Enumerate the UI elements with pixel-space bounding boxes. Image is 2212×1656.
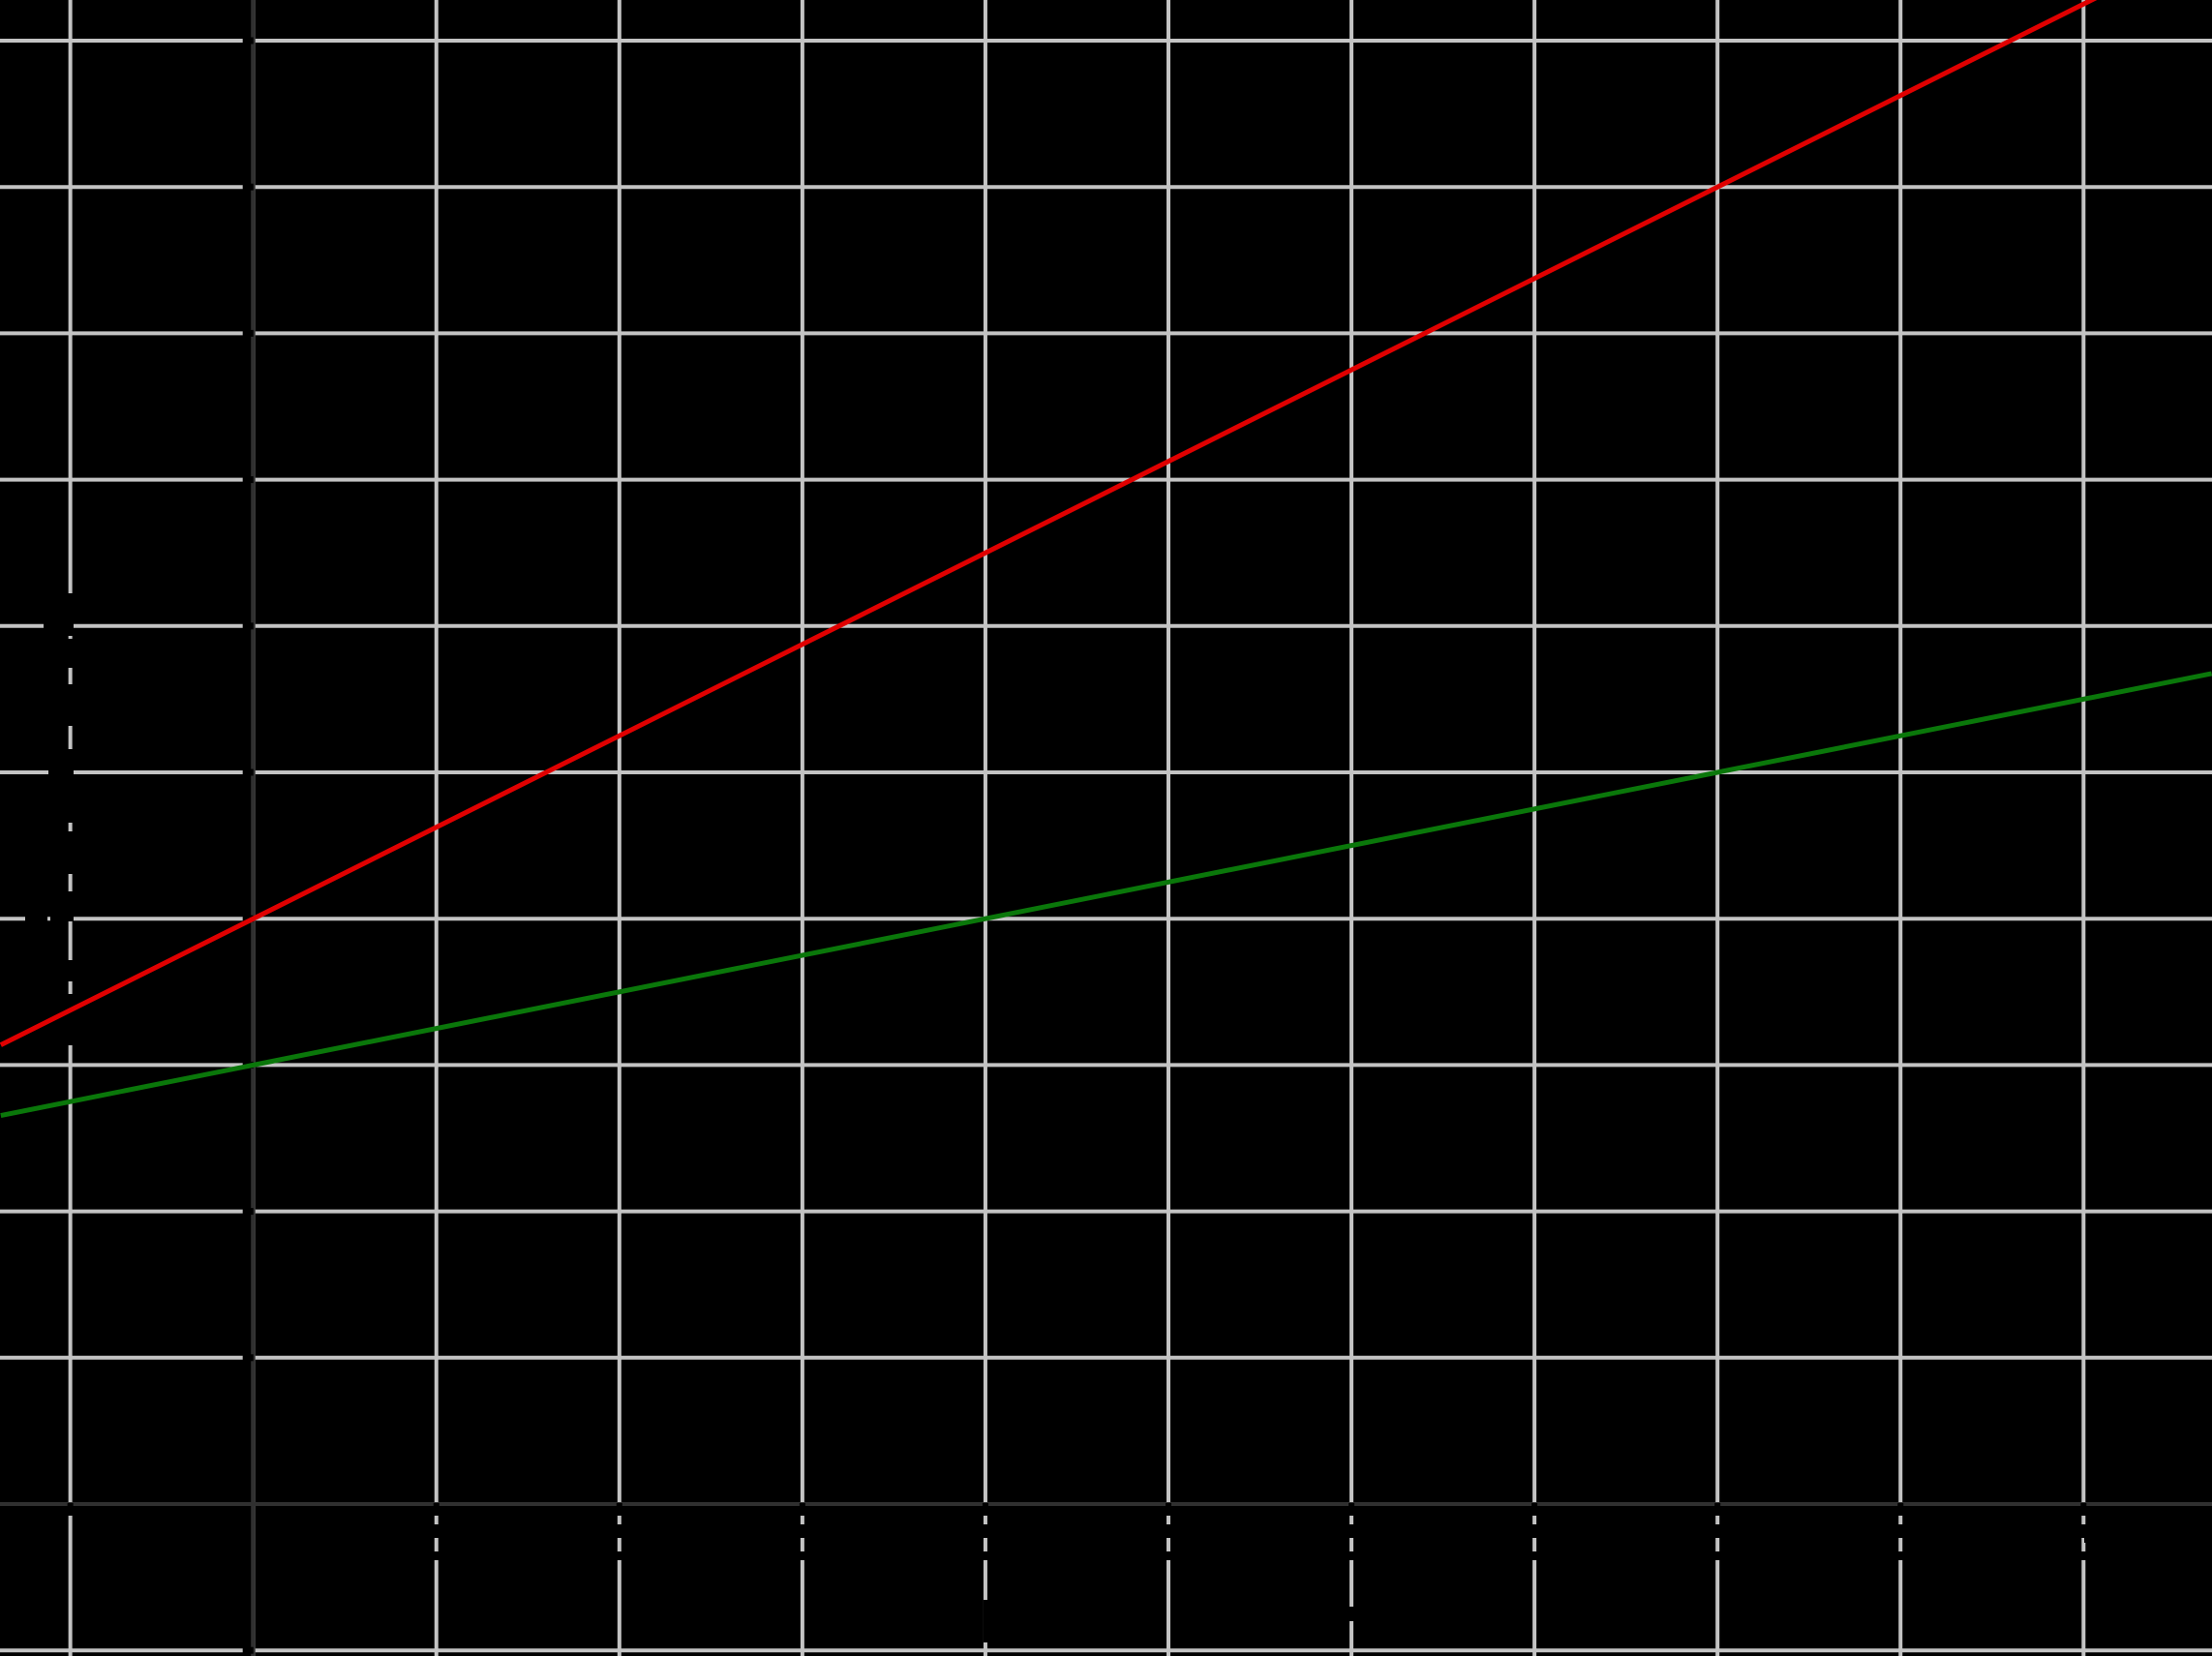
y-axis-tick: [242, 476, 254, 484]
hidden-label-artifact: [44, 619, 74, 632]
y-axis-tick: [242, 622, 254, 630]
hidden-label-artifact: [2084, 1527, 2090, 1543]
hidden-label-artifact: [67, 831, 74, 874]
hidden-label-artifact: [67, 639, 74, 668]
hidden-label-artifact: [984, 1600, 990, 1642]
hidden-tick-label-artifact: [1897, 1524, 1903, 1538]
hidden-label-artifact: [67, 593, 74, 636]
hidden-tick-label-artifact: [1714, 1551, 1720, 1560]
hidden-tick-label-artifact: [1897, 1551, 1903, 1560]
hidden-tick-label-artifact: [2080, 1551, 2086, 1560]
y-axis-tick: [242, 183, 254, 191]
x-axis-tick: [799, 1503, 805, 1516]
y-axis-tick: [242, 1208, 254, 1216]
hidden-tick-label-artifact: [617, 1551, 622, 1560]
y-axis-tick: [242, 1646, 254, 1654]
axis-ticks: [67, 37, 2087, 1654]
red-line: [0, 0, 2098, 1047]
x-axis-tick: [433, 1503, 439, 1516]
hidden-tick-label-artifact: [1166, 1524, 1171, 1538]
hidden-label-artifact: [48, 767, 74, 778]
hidden-tick-label-artifact: [1348, 1524, 1354, 1538]
hidden-label-artifact: [54, 749, 74, 823]
hidden-tick-label-artifact: [983, 1551, 988, 1560]
hidden-tick-label-artifact: [434, 1524, 439, 1538]
hidden-label-artifact: [67, 960, 74, 981]
hidden-label-artifact: [25, 913, 47, 924]
y-axis-tick: [242, 37, 254, 45]
hidden-tick-label-artifact: [983, 1524, 988, 1538]
hidden-label-artifact: [67, 994, 74, 1045]
hidden-tick-label-artifact: [1531, 1551, 1537, 1560]
y-axis-tick: [242, 1354, 254, 1362]
x-axis-tick: [1897, 1503, 1904, 1516]
x-axis-tick: [1348, 1503, 1355, 1516]
x-axis-tick: [982, 1503, 988, 1516]
hidden-tick-label-artifact: [617, 1524, 622, 1538]
hidden-tick-label-artifact: [1348, 1551, 1354, 1560]
x-axis-tick: [67, 1503, 74, 1516]
hidden-label-artifact: [1349, 1607, 1356, 1621]
hidden-tick-label-artifact: [800, 1551, 805, 1560]
hidden-tick-label-artifact: [1531, 1524, 1537, 1538]
green-line: [0, 671, 2212, 1119]
hidden-tick-label-artifact: [1166, 1551, 1171, 1560]
x-axis-tick: [1166, 1503, 1171, 1516]
x-axis-tick: [2080, 1503, 2087, 1516]
hidden-tick-label-artifact: [2080, 1524, 2086, 1538]
hidden-tick-label-artifact: [800, 1524, 805, 1538]
x-axis-tick: [616, 1503, 622, 1516]
y-axis-tick: [242, 329, 254, 337]
hidden-tick-label-artifact: [434, 1551, 439, 1560]
x-axis-tick: [1714, 1503, 1721, 1516]
x-axis-tick: [1531, 1503, 1538, 1516]
y-axis-tick: [242, 768, 254, 776]
series-lines: [0, 0, 2212, 1119]
hidden-label-artifacts: [25, 593, 2090, 1642]
hidden-label-artifact: [67, 684, 74, 726]
hidden-tick-label-artifact: [1714, 1524, 1720, 1538]
hidden-label-artifact: [50, 891, 74, 921]
